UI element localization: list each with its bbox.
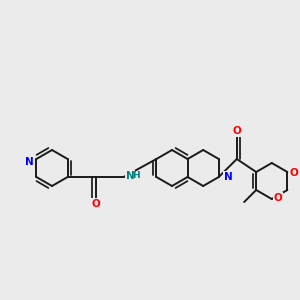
Text: O: O — [290, 168, 298, 178]
Text: O: O — [274, 193, 283, 203]
Text: N: N — [224, 172, 233, 182]
Text: H: H — [133, 171, 140, 180]
Text: O: O — [232, 126, 241, 136]
Text: N: N — [126, 171, 134, 181]
Text: O: O — [91, 199, 100, 209]
Text: N: N — [25, 157, 33, 167]
